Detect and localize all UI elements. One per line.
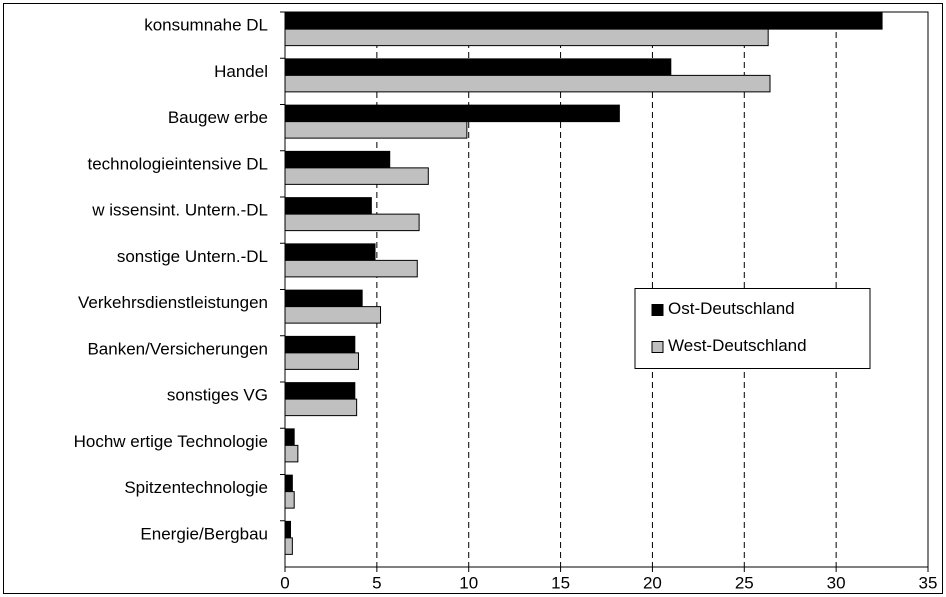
plot-frame [284, 11, 929, 568]
bar [284, 444, 299, 463]
x-tick-label: 25 [735, 573, 754, 592]
bar [284, 474, 293, 493]
bar [284, 335, 356, 354]
x-tick-label: 5 [372, 573, 381, 592]
y-tick-label: technologieintensive DL [87, 154, 268, 173]
x-tick-label: 0 [280, 573, 289, 592]
bar [284, 259, 418, 278]
y-tick-label: Verkehrsdienstleistungen [78, 293, 268, 312]
x-tick-label: 30 [827, 573, 846, 592]
bar [284, 58, 672, 76]
bar [284, 382, 356, 400]
x-tick-label: 10 [459, 573, 478, 592]
y-tick-label: Baugew erbe [168, 108, 268, 127]
bar [284, 150, 391, 169]
bar [284, 28, 769, 47]
legend-swatch [651, 304, 664, 316]
y-tick-label: sonstiges VG [167, 386, 268, 405]
x-tick-label: 35 [919, 573, 938, 592]
legend-swatch [651, 341, 664, 353]
bar [284, 537, 293, 555]
legend-label: West-Deutschland [668, 336, 807, 355]
bar [284, 352, 359, 370]
bar [284, 121, 468, 139]
bar [284, 428, 295, 446]
y-tick-label: Handel [214, 62, 268, 81]
x-tick-label: 20 [643, 573, 662, 592]
y-tick-label: Banken/Versicherungen [87, 339, 268, 358]
bar [284, 167, 429, 185]
bar [284, 491, 295, 509]
bar [284, 74, 771, 93]
bar [284, 213, 420, 232]
bar [284, 12, 883, 30]
y-tick-label: Spitzentechnologie [124, 478, 268, 497]
bar [284, 520, 292, 539]
y-tick-label: Energie/Bergbau [140, 524, 268, 543]
bar [284, 289, 363, 308]
bar [284, 398, 358, 417]
x-tick-label: 15 [551, 573, 570, 592]
bar [284, 243, 376, 261]
y-tick-label: konsumnahe DL [144, 16, 268, 35]
bar [284, 306, 382, 324]
bar [284, 104, 620, 123]
y-tick-label: sonstige Untern.-DL [117, 247, 268, 266]
legend-label: Ost-Deutschland [668, 299, 795, 318]
bar [284, 197, 372, 215]
y-tick-label: Hochw ertige Technologie [74, 432, 268, 451]
y-tick-label: w issensint. Untern.-DL [91, 201, 268, 220]
legend-box [634, 288, 871, 369]
